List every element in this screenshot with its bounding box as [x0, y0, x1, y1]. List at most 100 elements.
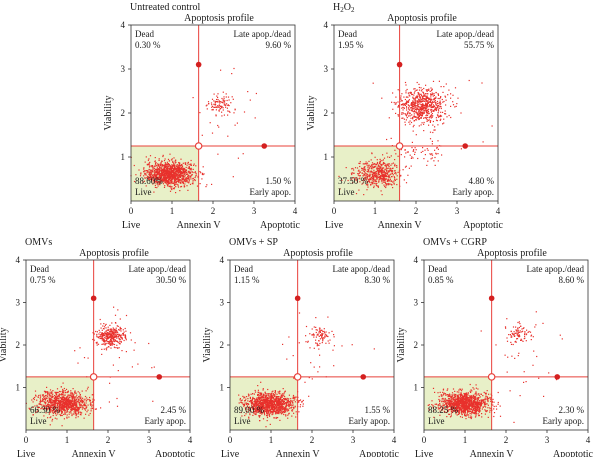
event-dot: [280, 395, 282, 397]
event-dot: [425, 89, 427, 91]
event-dot: [212, 105, 214, 107]
event-dot: [418, 92, 420, 95]
event-dot: [412, 103, 414, 105]
event-dot: [158, 166, 160, 168]
event-dot: [180, 185, 183, 188]
event-dot: [246, 396, 248, 398]
event-dot: [266, 414, 268, 416]
event-dot: [79, 347, 81, 349]
event-dot: [267, 413, 269, 415]
event-dot: [374, 179, 376, 181]
event-dot: [45, 391, 48, 393]
event-dot: [123, 339, 125, 342]
y-axis-label: Viability: [103, 96, 114, 131]
event-dot: [118, 338, 120, 340]
event-dot: [47, 404, 49, 406]
event-dot: [401, 100, 403, 102]
event-dot: [379, 175, 381, 177]
event-dot: [250, 402, 252, 404]
event-dot: [155, 170, 157, 172]
event-dot: [85, 402, 87, 404]
event-dot: [95, 342, 97, 344]
event-dot: [71, 409, 73, 411]
event-dot: [58, 402, 60, 404]
event-dot: [431, 92, 433, 94]
event-dot: [81, 402, 83, 404]
event-dot: [55, 414, 57, 416]
event-dot: [482, 141, 484, 143]
event-dot: [285, 404, 287, 406]
event-dot: [260, 393, 263, 395]
event-dot: [101, 353, 103, 355]
event-dot: [269, 412, 271, 414]
event-dot: [168, 170, 170, 172]
event-dot: [108, 333, 110, 335]
event-dot: [282, 408, 284, 410]
event-dot: [372, 167, 374, 169]
event-dot: [153, 178, 155, 180]
event-dot: [431, 153, 433, 155]
event-dot: [48, 397, 50, 399]
event-dot: [175, 182, 177, 184]
event-dot: [379, 175, 381, 178]
event-dot: [367, 184, 369, 186]
event-dot: [248, 416, 250, 418]
event-dot: [274, 390, 276, 392]
event-dot: [380, 180, 383, 182]
event-dot: [264, 401, 266, 403]
event-dot: [250, 399, 252, 402]
event-dot: [240, 400, 242, 402]
event-dot: [124, 334, 126, 336]
event-dot: [282, 406, 284, 408]
event-dot: [259, 395, 261, 397]
event-dot: [372, 181, 374, 183]
event-dot: [63, 413, 65, 415]
event-dot: [48, 393, 50, 396]
event-dot: [184, 168, 186, 170]
event-dot: [63, 392, 65, 394]
event-dot: [187, 162, 189, 164]
event-dot: [206, 184, 208, 186]
quadrant-name-late: Late apop./dead: [437, 29, 495, 39]
event-dot: [411, 141, 413, 143]
event-dot: [286, 400, 288, 402]
event-dot: [81, 399, 83, 401]
event-dot: [66, 408, 68, 410]
event-dot: [413, 98, 415, 100]
event-dot: [54, 410, 56, 412]
event-dot: [214, 104, 216, 106]
event-dot: [287, 400, 290, 402]
event-dot: [61, 405, 63, 407]
event-dot: [54, 417, 56, 419]
event-dot: [95, 408, 97, 410]
event-dot: [260, 405, 262, 407]
event-dot: [148, 166, 151, 168]
event-dot: [146, 164, 148, 166]
event-dot: [267, 403, 269, 405]
event-dot: [261, 411, 263, 413]
event-dot: [167, 181, 169, 183]
event-dot: [431, 113, 433, 115]
event-dot: [185, 178, 187, 180]
dot-cloud: [338, 79, 493, 196]
event-dot: [75, 415, 77, 417]
event-dot: [418, 112, 421, 114]
event-dot: [378, 180, 380, 182]
event-dot: [183, 179, 185, 181]
event-dot: [387, 165, 389, 167]
event-dot: [107, 335, 109, 337]
event-dot: [145, 156, 147, 158]
event-dot: [185, 179, 187, 181]
event-dot: [234, 124, 236, 126]
event-dot: [174, 165, 176, 167]
event-dot: [65, 401, 67, 403]
event-dot: [366, 173, 368, 175]
event-dot: [105, 343, 107, 345]
event-dot: [52, 390, 54, 392]
event-dot: [50, 404, 52, 406]
event-dot: [50, 406, 52, 409]
event-dot: [153, 165, 155, 167]
event-dot: [258, 402, 260, 404]
event-dot: [160, 168, 162, 170]
event-dot: [280, 397, 282, 399]
